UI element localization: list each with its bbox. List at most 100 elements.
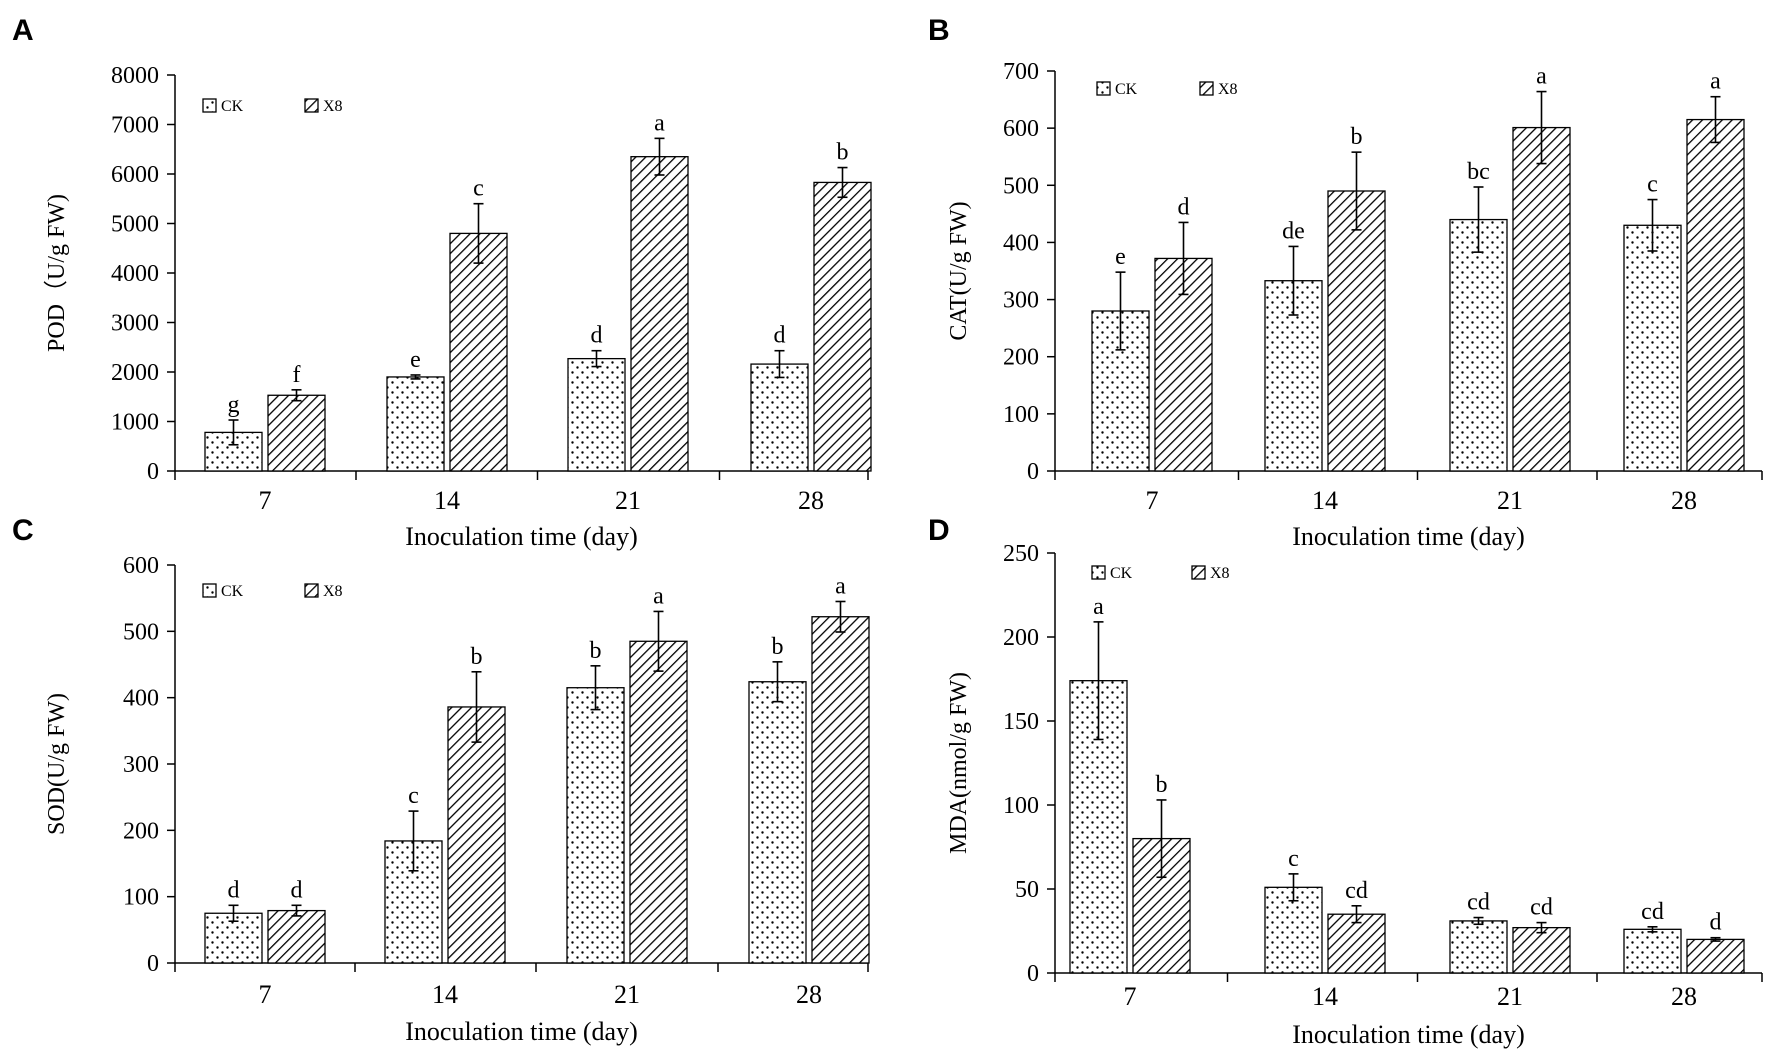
significance-label: a	[835, 573, 846, 599]
x-tick-label: 14	[432, 980, 458, 1009]
significance-label: e	[1115, 244, 1126, 270]
panel-D: D 0 50 100 150 200 250 7 14 21 28 Inoculation time …	[928, 514, 1763, 1049]
significance-label: d	[1178, 194, 1190, 220]
legend-label-x8: X8	[323, 98, 343, 115]
legend-label-ck: CK	[1110, 565, 1133, 582]
bar-ck-21	[566, 687, 625, 964]
bar-x8-7	[267, 909, 326, 964]
panel-letter: A	[12, 14, 34, 47]
x-tick-label: 28	[798, 486, 824, 515]
y-tick-label: 100	[1003, 793, 1039, 819]
legend-label-ck: CK	[221, 98, 244, 115]
significance-label: c	[1647, 172, 1658, 198]
y-tick-label: 0	[147, 951, 159, 977]
x-tick-label: 7	[1124, 982, 1137, 1011]
legend-swatch-x8	[304, 98, 319, 113]
x-tick-label: 21	[615, 486, 641, 515]
x-tick-label: 7	[259, 980, 272, 1009]
bar-x8-21	[1512, 126, 1571, 472]
x-axis-title: Inoculation time (day)	[1292, 522, 1524, 551]
bar-x8-21	[1512, 926, 1571, 974]
significance-label: b	[772, 634, 784, 660]
significance-label: bc	[1467, 159, 1490, 185]
y-tick-label: 200	[123, 818, 159, 844]
significance-label: a	[653, 583, 664, 609]
y-tick-label: 300	[1003, 288, 1039, 314]
y-tick-label: 200	[1003, 625, 1039, 651]
y-tick-label: 400	[1003, 230, 1039, 256]
panel-A: A 0 1000 2000 3000 4000 5000 6000 7000 8000 7 14 21 2…	[12, 14, 872, 551]
bar-x8-28	[813, 181, 872, 472]
y-tick-label: 100	[1003, 402, 1039, 428]
significance-label: e	[410, 347, 421, 373]
bar-x8-28	[1686, 118, 1745, 472]
x-tick-label: 7	[259, 486, 272, 515]
y-tick-label: 500	[123, 619, 159, 645]
x-axis-title: Inoculation time (day)	[405, 1017, 637, 1046]
panel-letter: C	[12, 514, 34, 547]
bar-x8-14	[447, 706, 506, 964]
bar-ck-7	[204, 431, 263, 472]
y-tick-label: 200	[1003, 345, 1039, 371]
x-tick-label: 28	[796, 980, 822, 1009]
significance-label: d	[291, 877, 303, 903]
y-axis-title: CAT(U/g FW)	[946, 201, 972, 340]
bar-ck-21	[1449, 218, 1508, 472]
bar-x8-21	[629, 640, 688, 964]
bar-ck-28	[750, 363, 809, 472]
y-tick-label: 500	[1003, 173, 1039, 199]
y-tick-label: 4000	[111, 261, 159, 287]
legend-label-ck: CK	[221, 583, 244, 600]
significance-label: c	[408, 783, 419, 809]
y-tick-label: 6000	[111, 162, 159, 188]
legend-label-x8: X8	[1218, 81, 1238, 98]
bar-x8-14	[449, 232, 508, 472]
bar-x8-14	[1327, 913, 1386, 974]
bar-x8-28	[811, 616, 870, 964]
y-tick-label: 1000	[111, 410, 159, 436]
legend-swatch-ck	[202, 583, 217, 598]
significance-label: b	[1156, 772, 1168, 798]
significance-label: cd	[1641, 899, 1664, 925]
y-tick-label: 50	[1015, 877, 1039, 903]
bar-x8-14	[1327, 190, 1386, 472]
legend-label-x8: X8	[323, 583, 343, 600]
y-tick-label: 150	[1003, 709, 1039, 735]
significance-label: de	[1282, 218, 1305, 244]
legend-swatch-x8	[1199, 81, 1214, 96]
y-tick-label: 0	[147, 459, 159, 485]
legend-swatch-x8	[304, 583, 319, 598]
y-tick-label: 2000	[111, 360, 159, 386]
significance-label: b	[471, 644, 483, 670]
legend-label-ck: CK	[1115, 81, 1138, 98]
bar-ck-28	[1623, 928, 1682, 974]
panel-B: B 0 100 200 300 400 500 600 700 7 14 21 28 Inoculatio…	[928, 14, 1763, 551]
y-tick-label: 0	[1027, 459, 1039, 485]
x-tick-label: 14	[434, 486, 460, 515]
significance-label: cd	[1345, 878, 1368, 904]
significance-label: b	[590, 638, 602, 664]
significance-label: d	[1710, 910, 1722, 936]
legend-swatch-ck	[1091, 565, 1106, 580]
significance-label: g	[228, 392, 240, 418]
bar-ck-28	[1623, 224, 1682, 472]
x-tick-label: 21	[614, 980, 640, 1009]
y-tick-label: 7000	[111, 113, 159, 139]
significance-label: d	[774, 323, 786, 349]
significance-label: a	[1093, 594, 1104, 620]
significance-label: f	[293, 362, 301, 388]
bar-ck-14	[386, 376, 445, 472]
significance-label: a	[1710, 69, 1721, 95]
significance-label: b	[1351, 124, 1363, 150]
legend-label-x8: X8	[1210, 565, 1230, 582]
y-tick-label: 700	[1003, 59, 1039, 85]
y-tick-label: 0	[1027, 961, 1039, 987]
significance-label: d	[591, 323, 603, 349]
legend-swatch-ck	[1096, 81, 1111, 96]
x-axis-title: Inoculation time (day)	[405, 522, 637, 551]
significance-label: a	[1536, 64, 1547, 90]
x-tick-label: 21	[1497, 486, 1523, 515]
x-tick-label: 21	[1497, 982, 1523, 1011]
y-tick-label: 300	[123, 752, 159, 778]
